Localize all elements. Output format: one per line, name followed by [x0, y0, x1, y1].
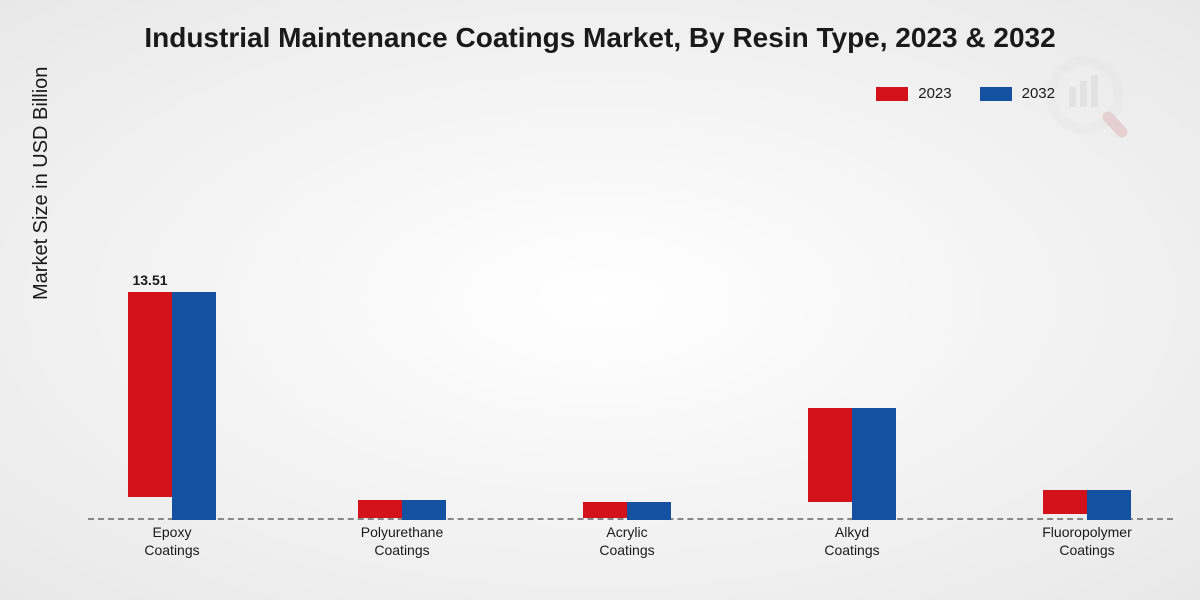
x-tick-label: PolyurethaneCoatings — [361, 524, 444, 559]
data-label: 13.51 — [132, 272, 167, 288]
bar-group: 13.51 — [128, 292, 216, 520]
bar-2023: 13.51 — [128, 292, 172, 497]
bar-2032 — [402, 500, 446, 520]
bar-2023 — [583, 502, 627, 519]
bar-2023 — [808, 408, 852, 502]
y-axis-label: Market Size in USD Billion — [30, 67, 53, 300]
x-tick-label: FluoropolymerCoatings — [1042, 524, 1131, 559]
legend: 2023 2032 — [876, 85, 1055, 102]
bar-2023 — [358, 500, 402, 518]
x-axis-labels: EpoxyCoatings PolyurethaneCoatings Acrylic… — [88, 524, 1173, 574]
bar-2032 — [852, 408, 896, 520]
legend-label-2023: 2023 — [918, 85, 951, 102]
watermark-logo — [1040, 55, 1130, 150]
plot-area: 13.51 — [88, 140, 1173, 520]
x-tick-label: EpoxyCoatings — [144, 524, 199, 559]
x-tick-label: AlkydCoatings — [824, 524, 879, 559]
bar-2032 — [1087, 490, 1131, 520]
bar-group — [583, 502, 671, 520]
bar-2032 — [172, 292, 216, 520]
legend-item-2032: 2032 — [980, 85, 1055, 102]
legend-label-2032: 2032 — [1022, 85, 1055, 102]
bar-2023 — [1043, 490, 1087, 514]
bar-group — [808, 408, 896, 520]
bar-2032 — [627, 502, 671, 520]
chart-title: Industrial Maintenance Coatings Market, … — [0, 0, 1200, 54]
legend-item-2023: 2023 — [876, 85, 951, 102]
legend-swatch-2023 — [876, 87, 908, 101]
bar-group — [1043, 490, 1131, 520]
legend-swatch-2032 — [980, 87, 1012, 101]
bar-group — [358, 500, 446, 520]
x-tick-label: AcrylicCoatings — [599, 524, 654, 559]
